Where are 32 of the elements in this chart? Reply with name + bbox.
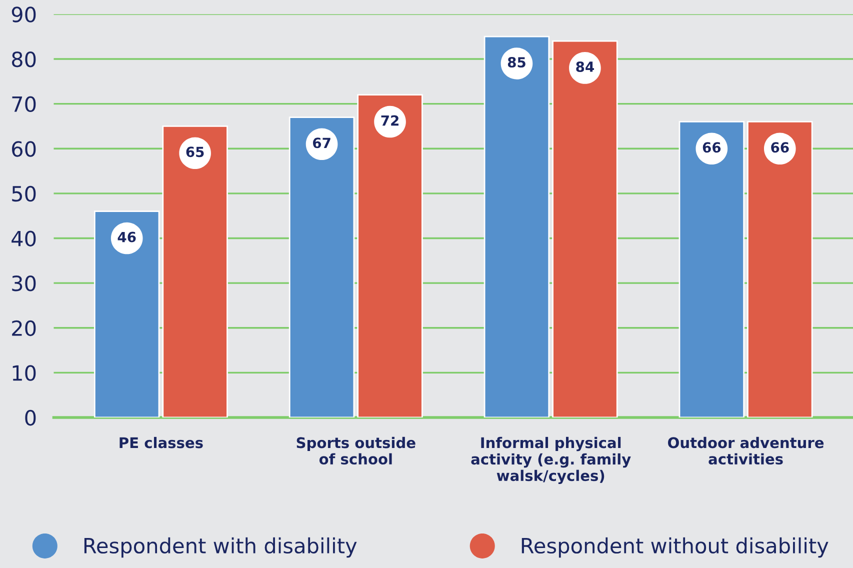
y-tick-label: 0 (25, 410, 36, 426)
data-label: 85 (508, 57, 526, 68)
data-label: 66 (771, 142, 789, 153)
y-tick-label: 60 (12, 141, 36, 157)
data-label: 65 (186, 146, 204, 158)
legend-label: Respondent with disability (84, 537, 357, 558)
y-tick-label: 40 (12, 230, 36, 246)
y-tick-label: 80 (12, 51, 36, 68)
y-tick-label: 30 (12, 276, 36, 292)
bar (357, 94, 423, 418)
bar (94, 210, 160, 418)
bar (288, 116, 355, 418)
x-tick-label: PE classes (120, 436, 203, 448)
bar (678, 121, 745, 418)
data-label: 67 (312, 138, 330, 148)
data-label: 72 (381, 115, 398, 126)
y-tick-label: 90 (12, 6, 36, 22)
x-tick-label: Sports outside of school (296, 436, 416, 465)
bar (552, 40, 618, 418)
bar (162, 126, 228, 418)
y-tick-label: 70 (12, 96, 36, 112)
y-tick-label: 50 (12, 186, 36, 202)
bar (747, 121, 813, 418)
legend-label: Respondent without disability (522, 537, 828, 558)
bar (484, 36, 550, 418)
y-tick-label: 10 (12, 365, 36, 381)
y-tick-label: 20 (12, 320, 36, 336)
data-label: 84 (576, 61, 594, 72)
data-label: 66 (702, 142, 721, 153)
x-tick-label: Informal physical activity (e.g. family walsk/cycles) (471, 436, 631, 484)
data-label: 46 (118, 232, 136, 242)
x-tick-label: Outdoor adventure activities (668, 436, 824, 465)
